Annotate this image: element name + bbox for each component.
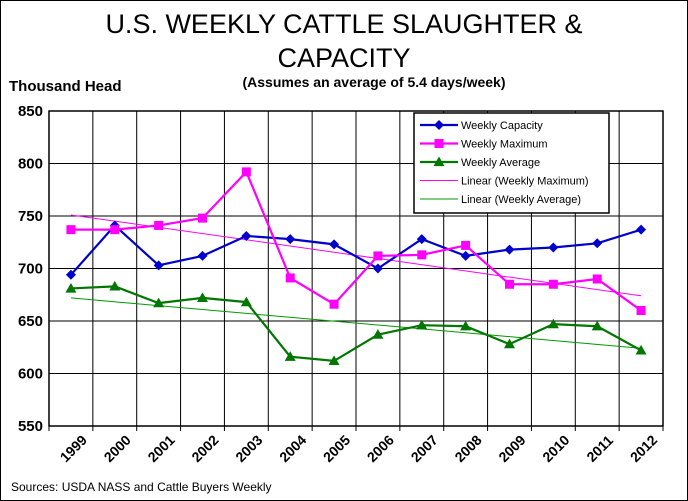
x-tick-label: 2000 (101, 432, 134, 465)
series-line (70, 285, 642, 363)
data-point (548, 279, 558, 289)
y-axis-label: Thousand Head (9, 78, 122, 95)
data-point (197, 250, 208, 261)
data-point (416, 234, 427, 245)
data-point (153, 260, 164, 271)
y-tick-labels: 550 600 650 700 750 800 850 (18, 103, 43, 435)
y-tick-label: 600 (18, 366, 43, 383)
x-tick-labels: 1999 2000 2001 2002 2003 2004 2005 2006 2007 2008… (57, 432, 661, 465)
x-tick-label: 2012 (627, 432, 660, 465)
data-point (197, 292, 208, 303)
source-note: Sources: USDA NASS and Cattle Buyers Wee… (11, 480, 272, 494)
x-tick-label: 2007 (408, 432, 441, 465)
x-tick-label: 2006 (364, 432, 397, 465)
data-point (285, 273, 295, 283)
legend: Weekly Capacity Weekly Maximum Weekly Aver… (413, 112, 610, 214)
data-point (636, 224, 647, 235)
data-point (373, 251, 383, 261)
data-point (240, 296, 252, 307)
legend-label: Weekly Average (461, 157, 540, 169)
data-point (592, 238, 603, 249)
data-point (505, 279, 514, 289)
chart-title: U.S. WEEKLY CATTLE SLAUGHTER & CAPACITY (1, 7, 687, 75)
data-point (372, 263, 383, 274)
y-tick-label: 700 (18, 261, 43, 278)
data-point (548, 242, 559, 253)
series-lines (70, 169, 642, 363)
data-point (241, 230, 252, 241)
chart-subtitle: (Assumes an average of 5.4 days/week) (242, 74, 506, 90)
legend-label: Weekly Capacity (461, 120, 543, 132)
data-point (460, 250, 471, 261)
y-tick-label: 650 (18, 313, 43, 330)
data-point (284, 351, 296, 361)
y-tick-label: 550 (18, 418, 43, 435)
data-point (591, 320, 603, 331)
axes (48, 110, 664, 431)
data-point (285, 234, 296, 245)
legend-marker (434, 139, 444, 148)
data-point (329, 299, 339, 309)
data-point (460, 320, 472, 331)
x-tick-label: 2009 (495, 432, 528, 465)
x-tick-label: 2004 (276, 432, 309, 465)
x-tick-label: 1999 (57, 432, 90, 465)
legend-label: Linear (Weekly Maximum) (461, 176, 589, 188)
data-point (372, 329, 384, 339)
y-tick-label: 850 (18, 103, 43, 120)
series-line (70, 223, 642, 276)
series-markers (65, 167, 647, 366)
data-point (504, 244, 515, 255)
data-point (461, 240, 471, 250)
data-point (417, 250, 427, 260)
x-tick-label: 2010 (539, 432, 572, 465)
data-point (328, 355, 340, 366)
trendline (70, 297, 642, 349)
data-point (241, 167, 251, 177)
series-line (70, 169, 642, 312)
data-point (110, 225, 120, 235)
x-tick-label: 2002 (188, 432, 221, 465)
data-point (65, 282, 77, 293)
data-point (154, 220, 164, 230)
data-point (547, 318, 559, 329)
x-tick-label: 2011 (583, 432, 616, 465)
x-tick-label: 2008 (451, 432, 484, 465)
data-point (109, 280, 121, 291)
data-point (329, 239, 340, 250)
legend-marker (433, 156, 445, 167)
chart-title-line1: U.S. WEEKLY CATTLE SLAUGHTER & (105, 9, 583, 39)
y-tick-label: 800 (18, 156, 43, 173)
x-tick-label: 2005 (320, 432, 353, 465)
legend-marker (434, 120, 444, 130)
data-point (416, 319, 428, 330)
data-point (635, 344, 647, 355)
data-point (592, 274, 602, 284)
x-tick-label: 2001 (144, 432, 177, 465)
x-tick-label: 2003 (232, 432, 265, 465)
y-tick-label: 750 (18, 208, 43, 225)
data-point (153, 297, 165, 308)
data-point (65, 269, 76, 280)
legend-label: Weekly Maximum (461, 139, 548, 151)
data-point (198, 213, 207, 223)
chart-title-line2: CAPACITY (277, 43, 411, 73)
data-point (66, 225, 76, 235)
data-point (636, 306, 646, 315)
data-point (504, 338, 515, 349)
legend-label: Linear (Weekly Average) (461, 194, 581, 206)
